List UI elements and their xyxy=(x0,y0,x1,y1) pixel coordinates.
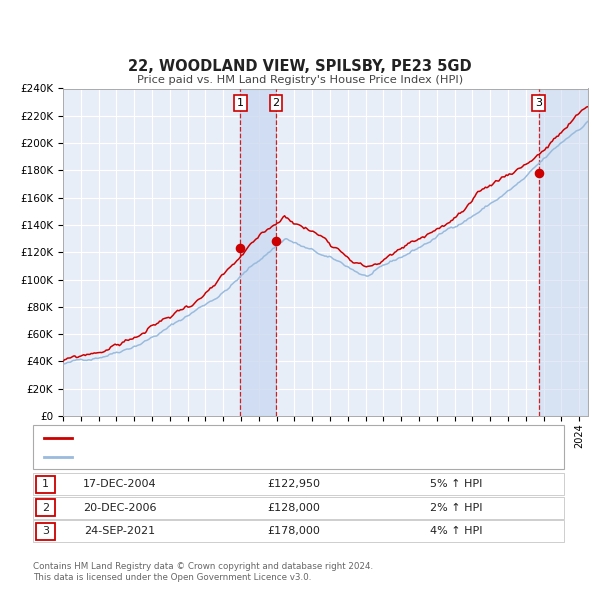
Text: 2% ↑ HPI: 2% ↑ HPI xyxy=(430,503,482,513)
Text: 20-DEC-2006: 20-DEC-2006 xyxy=(83,503,157,513)
Text: 4% ↑ HPI: 4% ↑ HPI xyxy=(430,526,482,536)
Text: 22, WOODLAND VIEW, SPILSBY, PE23 5GD (semi-detached house): 22, WOODLAND VIEW, SPILSBY, PE23 5GD (se… xyxy=(76,433,410,443)
Point xyxy=(235,244,245,253)
Text: 2: 2 xyxy=(272,99,280,108)
Text: £178,000: £178,000 xyxy=(268,526,320,536)
Text: 3: 3 xyxy=(42,526,49,536)
Bar xyxy=(539,88,588,416)
Text: HPI: Average price, semi-detached house, East Lindsey: HPI: Average price, semi-detached house,… xyxy=(76,452,355,461)
Text: 1: 1 xyxy=(42,479,49,489)
Text: 5% ↑ HPI: 5% ↑ HPI xyxy=(430,479,482,489)
Text: 22, WOODLAND VIEW, SPILSBY, PE23 5GD: 22, WOODLAND VIEW, SPILSBY, PE23 5GD xyxy=(128,59,472,74)
Text: 24-SEP-2021: 24-SEP-2021 xyxy=(85,526,155,536)
Text: £122,950: £122,950 xyxy=(268,479,320,489)
Text: Contains HM Land Registry data © Crown copyright and database right 2024.
This d: Contains HM Land Registry data © Crown c… xyxy=(33,562,373,582)
Text: 1: 1 xyxy=(237,99,244,108)
Bar xyxy=(240,88,276,416)
Point xyxy=(271,237,281,246)
Text: 3: 3 xyxy=(535,99,542,108)
Text: Price paid vs. HM Land Registry's House Price Index (HPI): Price paid vs. HM Land Registry's House … xyxy=(137,75,463,85)
Point xyxy=(534,168,544,178)
Text: £128,000: £128,000 xyxy=(268,503,320,513)
Text: 17-DEC-2004: 17-DEC-2004 xyxy=(83,479,157,489)
Text: 2: 2 xyxy=(42,503,49,513)
